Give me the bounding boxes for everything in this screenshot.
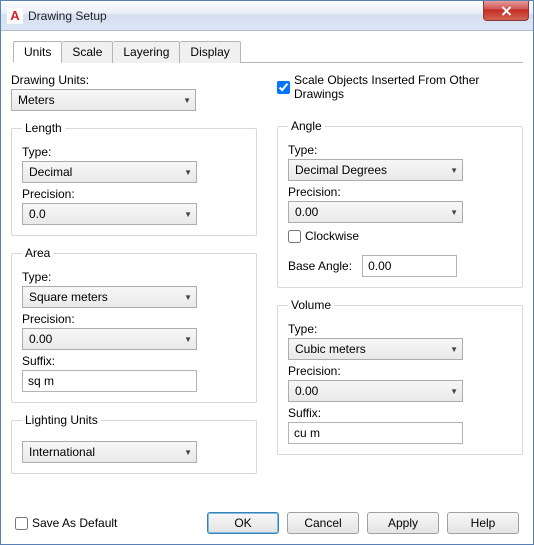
button-bar: Save As Default OK Cancel Apply Help	[11, 506, 523, 538]
volume-suffix-input[interactable]	[288, 422, 463, 444]
save-default-label: Save As Default	[32, 516, 117, 530]
chevron-down-icon: ▼	[184, 168, 192, 177]
angle-legend: Angle	[288, 119, 325, 133]
lighting-group: Lighting Units International ▼	[11, 413, 257, 474]
volume-type-value: Cubic meters	[295, 342, 366, 356]
ok-button[interactable]: OK	[207, 512, 279, 534]
volume-legend: Volume	[288, 298, 334, 312]
volume-group: Volume Type: Cubic meters ▼ Precision: 0…	[277, 298, 523, 455]
lighting-legend: Lighting Units	[22, 413, 101, 427]
angle-precision-label: Precision:	[288, 185, 512, 199]
close-button[interactable]	[483, 1, 529, 21]
save-default-row: Save As Default	[15, 516, 117, 530]
length-type-select[interactable]: Decimal ▼	[22, 161, 197, 183]
volume-precision-value: 0.00	[295, 384, 318, 398]
area-type-select[interactable]: Square meters ▼	[22, 286, 197, 308]
area-precision-label: Precision:	[22, 312, 246, 326]
area-suffix-input[interactable]	[22, 370, 197, 392]
angle-precision-select[interactable]: 0.00 ▼	[288, 201, 463, 223]
help-button[interactable]: Help	[447, 512, 519, 534]
right-column: Scale Objects Inserted From Other Drawin…	[277, 73, 523, 506]
tab-display[interactable]: Display	[180, 41, 240, 63]
angle-type-label: Type:	[288, 143, 512, 157]
volume-suffix-label: Suffix:	[288, 406, 512, 420]
length-precision-select[interactable]: 0.0 ▼	[22, 203, 197, 225]
apply-button[interactable]: Apply	[367, 512, 439, 534]
scale-objects-label: Scale Objects Inserted From Other Drawin…	[294, 73, 523, 101]
length-legend: Length	[22, 121, 65, 135]
lighting-value: International	[29, 445, 95, 459]
drawing-units-label: Drawing Units:	[11, 73, 257, 87]
titlebar: A Drawing Setup	[1, 1, 533, 31]
angle-type-value: Decimal Degrees	[295, 163, 387, 177]
length-precision-label: Precision:	[22, 187, 246, 201]
base-angle-label: Base Angle:	[288, 259, 352, 273]
save-default-checkbox[interactable]	[15, 517, 28, 530]
angle-group: Angle Type: Decimal Degrees ▼ Precision:…	[277, 119, 523, 288]
area-precision-value: 0.00	[29, 332, 52, 346]
tab-bar: Units Scale Layering Display	[13, 41, 523, 63]
length-type-label: Type:	[22, 145, 246, 159]
volume-type-label: Type:	[288, 322, 512, 336]
area-precision-select[interactable]: 0.00 ▼	[22, 328, 197, 350]
tab-content: Drawing Units: Meters ▼ Length Type: Dec…	[11, 73, 523, 506]
area-type-value: Square meters	[29, 290, 108, 304]
chevron-down-icon: ▼	[184, 448, 192, 457]
cancel-button[interactable]: Cancel	[287, 512, 359, 534]
lighting-select[interactable]: International ▼	[22, 441, 197, 463]
scale-objects-row: Scale Objects Inserted From Other Drawin…	[277, 73, 523, 101]
scale-objects-checkbox[interactable]	[277, 81, 290, 94]
drawing-units-select[interactable]: Meters ▼	[11, 89, 196, 111]
chevron-down-icon: ▼	[450, 166, 458, 175]
tab-scale[interactable]: Scale	[62, 41, 113, 63]
length-precision-value: 0.0	[29, 207, 46, 221]
length-group: Length Type: Decimal ▼ Precision: 0.0 ▼	[11, 121, 257, 236]
area-group: Area Type: Square meters ▼ Precision: 0.…	[11, 246, 257, 403]
clockwise-checkbox[interactable]	[288, 230, 301, 243]
area-type-label: Type:	[22, 270, 246, 284]
chevron-down-icon: ▼	[183, 96, 191, 105]
left-column: Drawing Units: Meters ▼ Length Type: Dec…	[11, 73, 257, 506]
client-area: Units Scale Layering Display Drawing Uni…	[1, 31, 533, 544]
area-legend: Area	[22, 246, 53, 260]
volume-precision-select[interactable]: 0.00 ▼	[288, 380, 463, 402]
clockwise-label: Clockwise	[305, 229, 359, 243]
drawing-units-value: Meters	[18, 93, 55, 107]
chevron-down-icon: ▼	[450, 387, 458, 396]
angle-type-select[interactable]: Decimal Degrees ▼	[288, 159, 463, 181]
chevron-down-icon: ▼	[184, 210, 192, 219]
angle-precision-value: 0.00	[295, 205, 318, 219]
length-type-value: Decimal	[29, 165, 72, 179]
chevron-down-icon: ▼	[184, 335, 192, 344]
chevron-down-icon: ▼	[450, 345, 458, 354]
chevron-down-icon: ▼	[184, 293, 192, 302]
app-icon: A	[7, 8, 23, 24]
tab-layering[interactable]: Layering	[113, 41, 180, 63]
volume-type-select[interactable]: Cubic meters ▼	[288, 338, 463, 360]
tab-units[interactable]: Units	[13, 41, 62, 63]
volume-precision-label: Precision:	[288, 364, 512, 378]
close-icon	[501, 6, 512, 16]
base-angle-input[interactable]	[362, 255, 457, 277]
area-suffix-label: Suffix:	[22, 354, 246, 368]
chevron-down-icon: ▼	[450, 208, 458, 217]
window-title: Drawing Setup	[28, 9, 107, 23]
